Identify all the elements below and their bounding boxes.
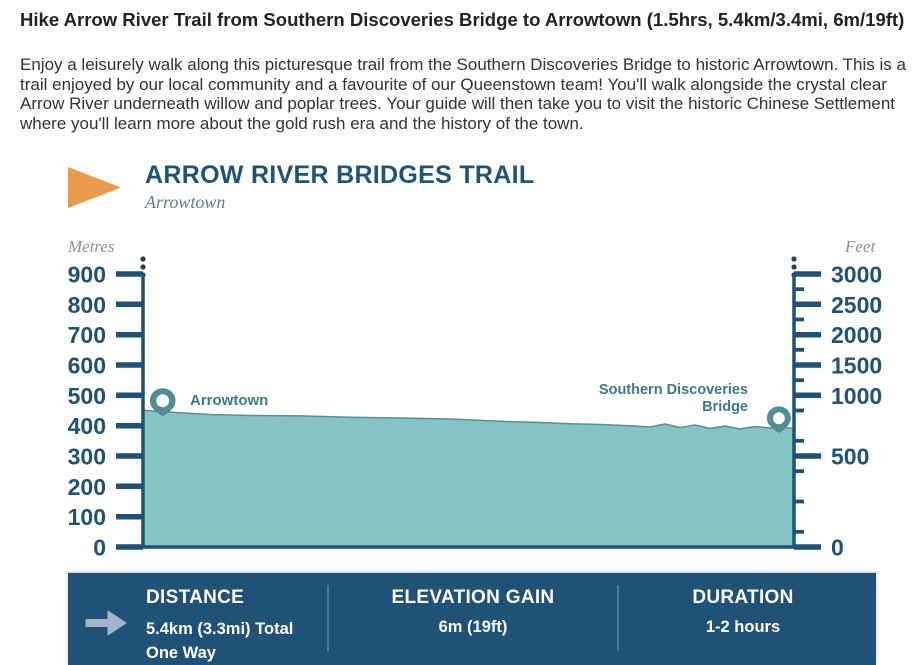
svg-text:300: 300 — [68, 444, 106, 470]
svg-text:3000: 3000 — [831, 262, 882, 288]
svg-text:200: 200 — [68, 474, 106, 500]
svg-text:Arrowtown: Arrowtown — [190, 392, 268, 409]
svg-text:700: 700 — [68, 322, 106, 348]
svg-text:Bridge: Bridge — [702, 399, 748, 415]
svg-text:0: 0 — [831, 535, 844, 561]
svg-text:500: 500 — [68, 383, 106, 409]
svg-text:Southern Discoveries: Southern Discoveries — [599, 382, 748, 398]
svg-text:800: 800 — [68, 292, 106, 318]
svg-text:Feet: Feet — [844, 237, 876, 256]
svg-text:1500: 1500 — [831, 353, 882, 379]
svg-text:1000: 1000 — [831, 383, 882, 409]
svg-text:2500: 2500 — [831, 292, 882, 318]
svg-text:400: 400 — [68, 413, 106, 439]
svg-text:2000: 2000 — [831, 322, 882, 348]
svg-text:0: 0 — [93, 535, 106, 561]
svg-text:500: 500 — [831, 444, 869, 470]
svg-text:600: 600 — [68, 353, 106, 379]
svg-text:900: 900 — [68, 262, 106, 288]
svg-text:100: 100 — [68, 504, 106, 530]
svg-text:Metres: Metres — [67, 237, 115, 256]
